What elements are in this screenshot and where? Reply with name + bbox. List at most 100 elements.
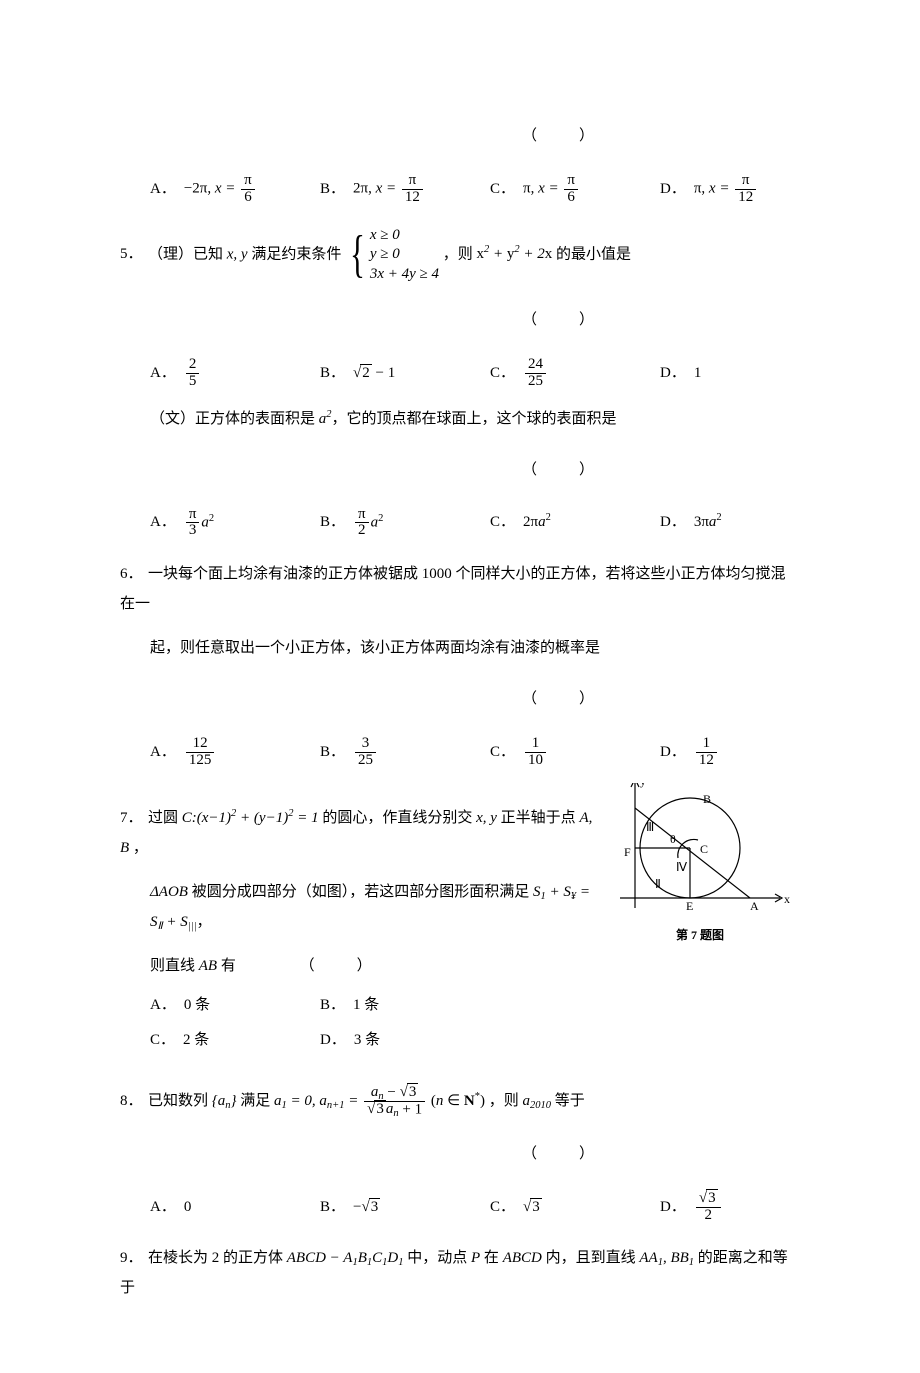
choice-value: 3πa2: [694, 512, 722, 533]
text: 内，且到直线: [542, 1250, 640, 1266]
svg-text:Ⅳ: Ⅳ: [676, 860, 687, 874]
q7-choice-C[interactable]: C．2 条: [150, 1030, 320, 1051]
choice-value: 2425: [525, 357, 546, 390]
q4-choice-B[interactable]: B． 2π, x = π12: [320, 173, 490, 206]
text: ，则: [485, 1093, 523, 1109]
choice-label: D．: [660, 742, 686, 763]
q7-choice-D[interactable]: D．3 条: [320, 1030, 490, 1051]
answer-blank: （ ）: [320, 460, 800, 481]
q6-choice-D[interactable]: D． 112: [660, 736, 830, 769]
q6-choices: A． 12125 B． 325 C． 110 D． 112: [150, 736, 800, 769]
q8-choice-C[interactable]: C． √3: [490, 1191, 660, 1224]
q-number: 8．: [120, 1086, 148, 1116]
text: 过圆: [148, 810, 182, 826]
choice-label: B．: [320, 1197, 345, 1218]
q6-choice-C[interactable]: C． 110: [490, 736, 660, 769]
q5li-choice-D[interactable]: D． 1: [660, 357, 830, 390]
q5-wen-choices: A． π3a2 B． π2a2 C． 2πa2 D． 3πa2: [150, 507, 800, 540]
text: 满足约束条件: [248, 246, 346, 262]
choice-value: 1 条: [353, 995, 379, 1016]
q9: 9．在棱长为 2 的正方体 ABCD − A1B1C1D1 中，动点 P 在 A…: [120, 1243, 800, 1303]
choice-value: √32: [696, 1191, 721, 1224]
svg-text:x: x: [784, 892, 790, 906]
choice-label: D．: [660, 1197, 686, 1218]
math: a2010: [523, 1093, 552, 1109]
text: 则直线: [150, 958, 199, 974]
q5li-choice-C[interactable]: C． 2425: [490, 357, 660, 390]
math: a2: [319, 411, 332, 427]
q4-choice-D[interactable]: D． π, x = π12: [660, 173, 830, 206]
choice-label: C．: [150, 1030, 175, 1051]
q5wen-choice-C[interactable]: C． 2πa2: [490, 507, 660, 540]
figure-caption: 第 7 题图: [600, 927, 800, 944]
q6-choice-A[interactable]: A． 12125: [150, 736, 320, 769]
q4-choices: A． −2π, x = π6 B． 2π, x = π12 C． π, x = …: [150, 173, 800, 206]
choice-value: √3: [523, 1197, 542, 1218]
text: 一块每个面上均涂有油漆的正方体被锯成 1000 个同样大小的正方体，若将这些小正…: [120, 566, 786, 612]
answer-blank: （ ）: [320, 1144, 800, 1165]
q7-choice-B[interactable]: B． 1 条: [320, 995, 490, 1016]
q6-choice-B[interactable]: B． 325: [320, 736, 490, 769]
choice-label: A．: [150, 742, 176, 763]
fraction: an − √3 √3an + 1: [364, 1085, 425, 1118]
q8-choice-A[interactable]: A．0: [150, 1191, 320, 1224]
q5li-choice-A[interactable]: A． 25: [150, 357, 320, 390]
q5-li: 5．（理）已知 x, y 满足约束条件 { x ≥ 0 y ≥ 0 3x + 4…: [120, 226, 800, 285]
choice-label: A．: [150, 363, 176, 384]
q8-choice-B[interactable]: B．−√3: [320, 1191, 490, 1224]
q5wen-choice-B[interactable]: B． π2a2: [320, 507, 490, 540]
choice-value: 12125: [186, 736, 215, 769]
q8: 8．已知数列 {an} 满足 a1 = 0, an+1 = an − √3 √3…: [120, 1085, 800, 1118]
math: BB1: [670, 1250, 694, 1266]
math: AB: [199, 958, 217, 974]
choice-value: π, x = π12: [694, 173, 758, 206]
q7-figure: y x A E F C B θ Ⅲ Ⅱ Ⅳ 第 7 题图: [600, 783, 800, 944]
choice-value: √2 − 1: [353, 363, 395, 384]
q-number: 6．: [120, 559, 148, 589]
answer-blank: （ ）: [320, 126, 800, 147]
choice-label: A．: [150, 995, 176, 1016]
choice-value: 110: [525, 736, 546, 769]
q8-choice-D[interactable]: D． √32: [660, 1191, 830, 1224]
math: AA1: [639, 1250, 663, 1266]
answer-blank: （ ）: [320, 689, 800, 710]
q4-choice-A[interactable]: A． −2π, x = π6: [150, 173, 320, 206]
choice-label: D．: [320, 1030, 346, 1051]
text: 等于: [551, 1093, 585, 1109]
choice-value: 0 条: [184, 995, 210, 1016]
text: 的最小值是: [552, 246, 631, 262]
text: 被圆分成四部分（如图），若这四部分图形面积满足: [188, 884, 533, 900]
q6-line2: 起，则任意取出一个小正方体，该小正方体两面均涂有油漆的概率是: [150, 633, 800, 663]
choice-label: C．: [490, 742, 515, 763]
svg-text:C: C: [700, 842, 708, 856]
choice-label: A．: [150, 512, 176, 533]
choice-value: 2πa2: [523, 512, 551, 533]
svg-text:F: F: [624, 845, 631, 859]
q7-choice-A[interactable]: A． 0 条: [150, 995, 320, 1016]
q7-choices-row1: A． 0 条 B． 1 条: [150, 995, 800, 1016]
answer-blank: （ ）: [320, 310, 800, 331]
q5wen-choice-D[interactable]: D． 3πa2: [660, 507, 830, 540]
choice-value: 2π, x = π12: [353, 173, 425, 206]
math: (n ∈ N*): [431, 1093, 485, 1109]
q5li-choice-B[interactable]: B． √2 − 1: [320, 357, 490, 390]
svg-text:E: E: [686, 899, 693, 913]
math: {an}: [212, 1093, 237, 1109]
text: ，则: [443, 246, 477, 262]
choice-label: A．: [150, 1197, 176, 1218]
text: 在棱长为 2 的正方体: [148, 1250, 287, 1266]
text: 中，动点: [403, 1250, 471, 1266]
text: （理）已知: [148, 246, 227, 262]
q7-choices-row2: C．2 条 D．3 条: [150, 1030, 800, 1051]
choice-label: C．: [490, 512, 515, 533]
math: C:(x−1)2 + (y−1)2 = 1: [182, 810, 319, 826]
choice-value: 112: [696, 736, 717, 769]
text: 的圆心，作直线分别交: [319, 810, 477, 826]
choice-label: C．: [490, 1197, 515, 1218]
q4-choice-C[interactable]: C． π, x = π6: [490, 173, 660, 206]
q-number: 9．: [120, 1243, 148, 1273]
math: ΔAOB: [150, 884, 188, 900]
math: x, y: [476, 810, 497, 826]
q5wen-choice-A[interactable]: A． π3a2: [150, 507, 320, 540]
choice-label: B．: [320, 995, 345, 1016]
